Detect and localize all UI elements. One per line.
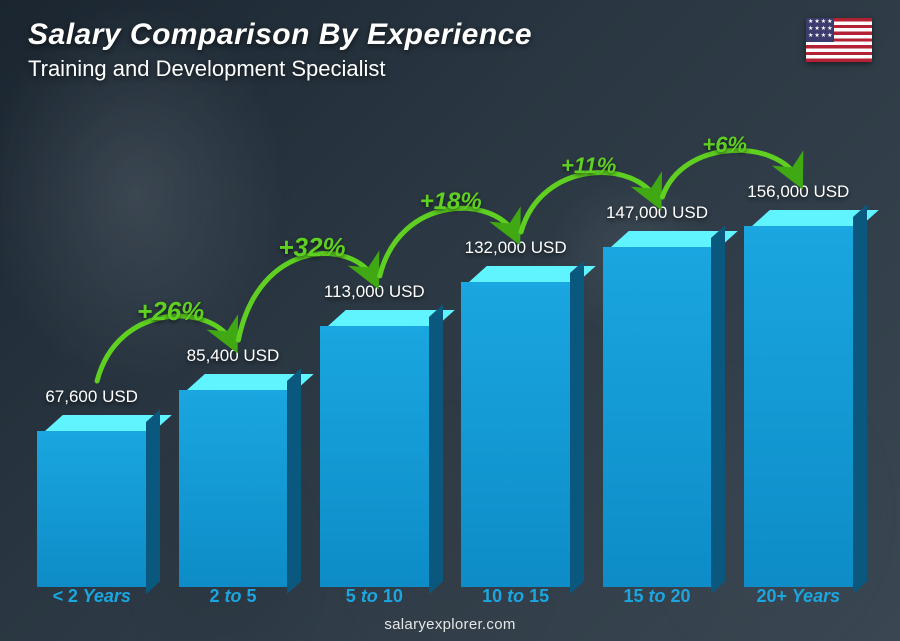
infographic-stage: Salary Comparison By Experience Training… bbox=[0, 0, 900, 641]
x-axis-label: 20+ Years bbox=[737, 586, 860, 607]
x-axis-label: 2 to 5 bbox=[171, 586, 294, 607]
page-subtitle: Training and Development Specialist bbox=[28, 56, 532, 82]
delta-label: +26% bbox=[137, 296, 204, 327]
bar-column: 132,000 USD bbox=[454, 238, 577, 571]
bar bbox=[37, 415, 146, 571]
bar bbox=[603, 231, 712, 571]
x-axis-label: 5 to 10 bbox=[313, 586, 436, 607]
x-axis-label: 10 to 15 bbox=[454, 586, 577, 607]
footer-attribution: salaryexplorer.com bbox=[0, 616, 900, 633]
us-flag-icon bbox=[806, 18, 872, 62]
bar-column: 147,000 USD bbox=[595, 203, 718, 571]
bar-value-label: 147,000 USD bbox=[606, 203, 708, 223]
delta-label: +32% bbox=[278, 232, 345, 263]
bar-column: 113,000 USD bbox=[313, 282, 436, 571]
bar-column: 85,400 USD bbox=[171, 346, 294, 571]
delta-label: +11% bbox=[561, 153, 616, 179]
delta-label: +18% bbox=[420, 188, 482, 216]
bar bbox=[320, 310, 429, 571]
page-title: Salary Comparison By Experience bbox=[28, 18, 532, 52]
x-axis: < 2 Years 2 to 5 5 to 10 10 to 15 15 to 20 20… bbox=[30, 586, 860, 607]
bar-value-label: 67,600 USD bbox=[45, 387, 138, 407]
bar-value-label: 113,000 USD bbox=[324, 282, 425, 302]
bar-value-label: 85,400 USD bbox=[187, 346, 280, 366]
delta-label: +6% bbox=[702, 132, 747, 158]
bar-value-label: 132,000 USD bbox=[465, 238, 567, 258]
bar-value-label: 156,000 USD bbox=[747, 182, 849, 202]
bar-column: 67,600 USD bbox=[30, 387, 153, 571]
bar-column: 156,000 USD bbox=[737, 182, 860, 571]
x-axis-label: < 2 Years bbox=[30, 586, 153, 607]
x-axis-label: 15 to 20 bbox=[595, 586, 718, 607]
header: Salary Comparison By Experience Training… bbox=[28, 18, 872, 82]
bar bbox=[461, 266, 570, 571]
bar bbox=[744, 210, 853, 571]
bar bbox=[179, 374, 288, 571]
title-block: Salary Comparison By Experience Training… bbox=[28, 18, 532, 82]
